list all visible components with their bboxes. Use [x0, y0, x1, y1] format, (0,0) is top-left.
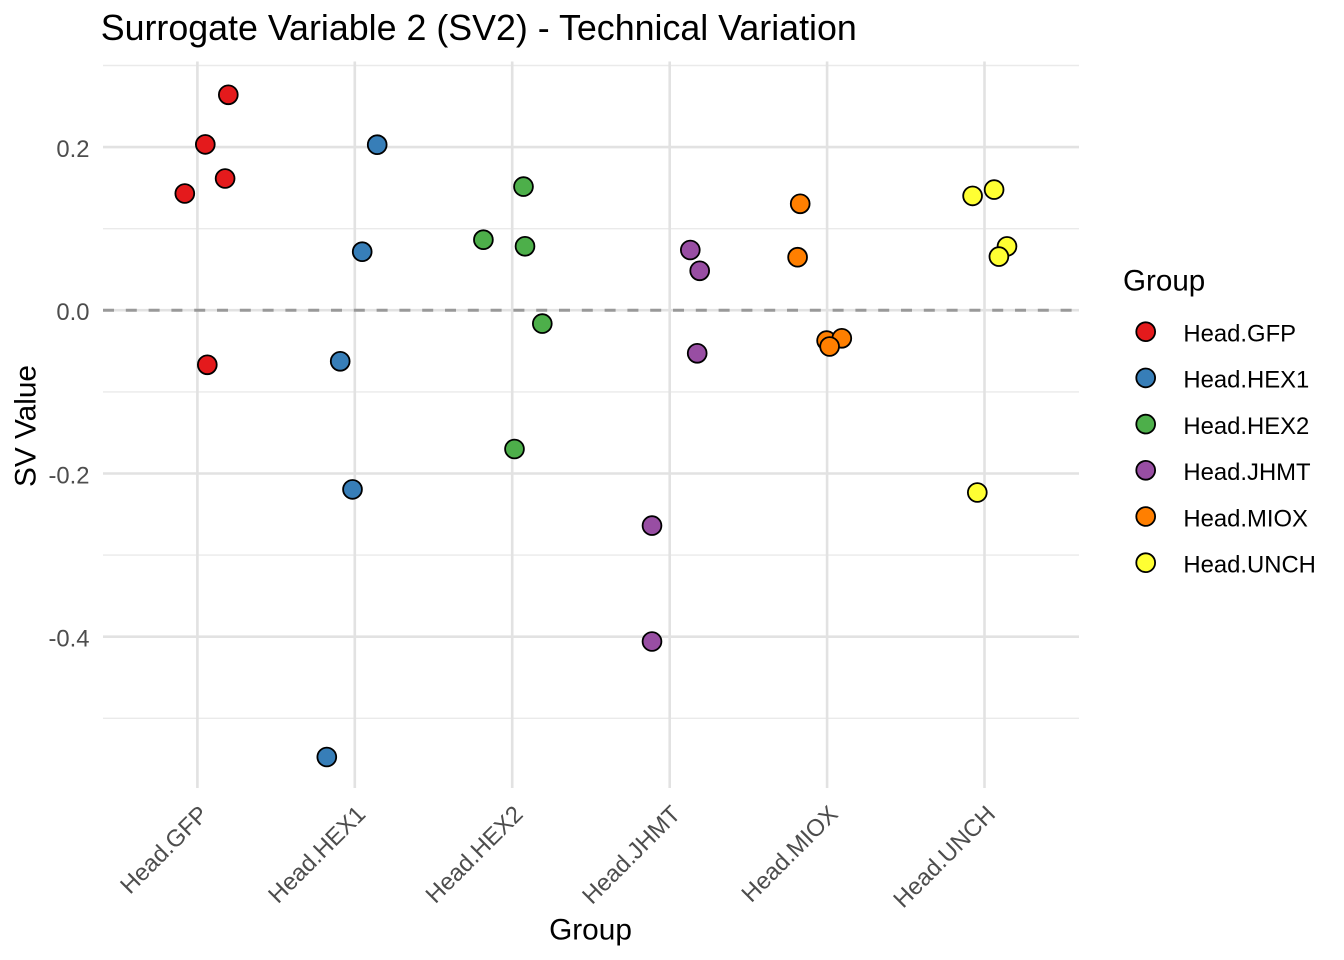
svg-text:Head.HEX2: Head.HEX2 [1183, 413, 1309, 440]
svg-text:Head.GFP: Head.GFP [1183, 321, 1296, 348]
svg-text:-0.4: -0.4 [48, 626, 89, 653]
svg-text:SV Value: SV Value [10, 365, 43, 487]
svg-text:Head.JHMT: Head.JHMT [1183, 459, 1311, 486]
svg-text:0.0: 0.0 [56, 299, 89, 326]
svg-text:0.2: 0.2 [56, 136, 89, 163]
svg-text:Head.MIOX: Head.MIOX [1183, 505, 1308, 532]
svg-text:Group: Group [549, 914, 632, 947]
svg-text:Head.UNCH: Head.UNCH [1183, 552, 1316, 579]
svg-text:Group: Group [1123, 265, 1205, 298]
svg-text:Head.HEX1: Head.HEX1 [1183, 367, 1309, 394]
svg-text:-0.2: -0.2 [48, 463, 89, 490]
svg-text:Surrogate Variable 2 (SV2) - T: Surrogate Variable 2 (SV2) - Technical V… [101, 8, 857, 48]
